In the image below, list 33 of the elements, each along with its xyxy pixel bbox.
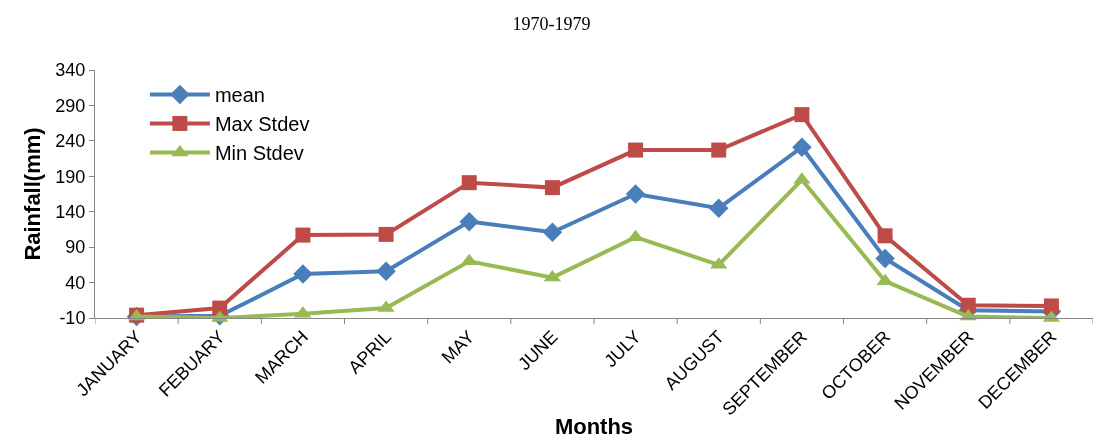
point [1043,298,1059,314]
point [877,228,893,244]
legend-label: Min Stdev [214,142,304,165]
point [459,211,479,232]
point [295,227,311,243]
point [625,184,646,204]
legend-label: mean [214,84,265,107]
point [542,222,563,243]
y-tick-label: 90 [65,237,86,258]
point [293,264,313,284]
point [709,198,729,218]
y-tick-label: 40 [65,272,86,293]
point [628,142,644,158]
point [875,248,895,269]
y-tick-label: 340 [55,60,86,81]
point [792,137,812,157]
point [378,226,394,242]
point [460,253,478,266]
x-axis-title: Months [554,414,634,440]
point [461,175,477,191]
y-tick-label: 140 [55,202,86,223]
y-axis-title: Rainfall(mm) [20,127,46,261]
y-tick-label: 190 [55,166,86,187]
point [544,180,560,196]
point [376,261,396,281]
legend-label: Max Stdev [214,113,310,136]
y-tick-label: 290 [55,95,86,116]
chart-title: 1970-1979 [512,14,591,35]
point [960,297,976,313]
point [711,142,727,158]
y-tick-label: -10 [59,308,86,329]
y-tick-label: 240 [55,131,86,152]
point [794,107,810,123]
